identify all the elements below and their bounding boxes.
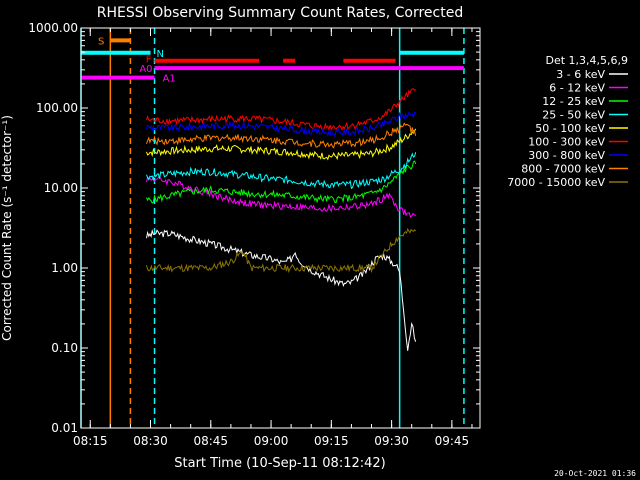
x-tick-label: 08:15: [73, 434, 108, 448]
series-line-1: [146, 175, 416, 219]
series-line-2: [146, 160, 417, 204]
legend-title: Det 1,3,4,5,6,9: [545, 54, 628, 67]
chart-title: RHESSI Observing Summary Count Rates, Co…: [97, 5, 463, 21]
legend-entry-label: 7000 - 15000 keV: [507, 176, 605, 189]
legend-entry-label: 300 - 800 keV: [528, 149, 605, 162]
series-line-6: [146, 111, 417, 138]
axes: 0.01 0.10 1.00 10.00 100.00 1000.00 08:15 08:30…: [28, 21, 481, 448]
x-tick-label: 09:30: [374, 434, 409, 448]
y-tick-label: 0.01: [51, 421, 78, 435]
legend-entry-label: 800 - 7000 keV: [521, 163, 605, 176]
legend-entry-label: 6 - 12 keV: [549, 82, 605, 95]
vertical-markers: [80, 28, 465, 428]
flag-label-s: S: [98, 36, 104, 47]
flag-label-n: N: [157, 49, 164, 60]
legend-entry-label: 50 - 100 keV: [535, 122, 605, 135]
y-tick-label: 10.00: [44, 181, 78, 195]
x-tick-label: 09:45: [435, 434, 470, 448]
x-axis-label: Start Time (10-Sep-11 08:12:42): [174, 456, 385, 471]
flag-label-a0: A0: [139, 64, 152, 75]
series-line-7: [146, 122, 417, 149]
legend-entry-label: 3 - 6 keV: [556, 68, 605, 81]
series-layer: [146, 88, 417, 351]
series-line-3: [146, 152, 417, 190]
legend-entry-label: 12 - 25 keV: [542, 95, 605, 108]
flag-label-a1: A1: [163, 74, 176, 85]
y-tick-label: 100.00: [36, 101, 78, 115]
legend-entry-label: 25 - 50 keV: [542, 109, 605, 122]
x-tick-label: 08:30: [133, 434, 168, 448]
x-tick-label: 09:15: [314, 434, 349, 448]
y-axis-label: Corrected Count Rate (s⁻¹ detector⁻¹): [0, 115, 14, 341]
series-line-8: [146, 227, 417, 274]
x-tick-label: 08:45: [193, 434, 228, 448]
y-tick-label: 0.10: [51, 341, 78, 355]
series-line-4: [146, 128, 417, 161]
footer-date: 20-Oct-2021 01:36: [554, 469, 636, 478]
series-line-5: [146, 88, 416, 132]
x-tick-label: 09:00: [254, 434, 289, 448]
y-tick-label: 1000.00: [28, 21, 78, 35]
flag-label-f: F: [146, 55, 152, 66]
series-line-0: [146, 228, 417, 351]
legend-entry-label: 100 - 300 keV: [528, 136, 605, 149]
y-tick-label: 1.00: [51, 261, 78, 275]
plot-frame: [80, 27, 481, 429]
